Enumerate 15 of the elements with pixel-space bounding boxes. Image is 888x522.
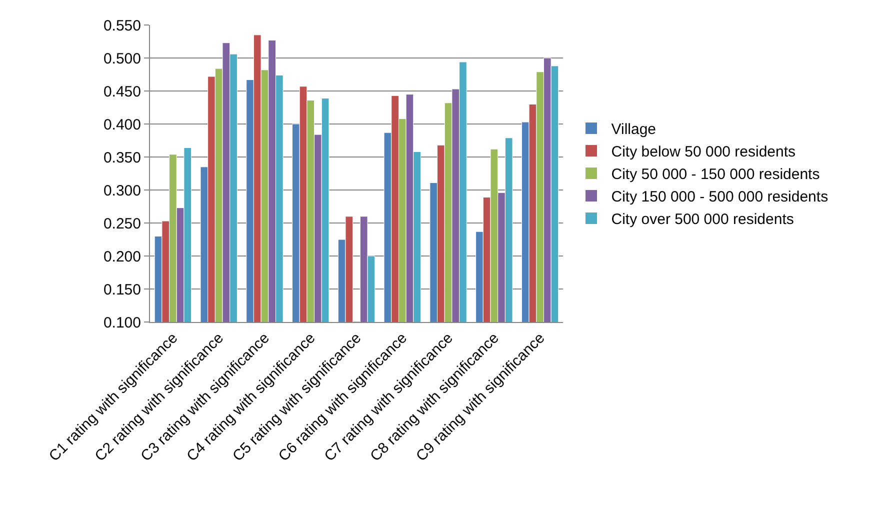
legend-label: City 150 000 - 500 000 residents xyxy=(611,188,828,206)
y-tick-label: 0.250 xyxy=(103,215,141,232)
y-tick-label: 0.200 xyxy=(103,248,141,266)
y-tick-label: 0.100 xyxy=(103,314,141,332)
y-tick-label: 0.450 xyxy=(103,83,141,100)
legend-label: City below 50 000 residents xyxy=(611,144,796,161)
legend-label: Village xyxy=(611,121,656,138)
legend-label: City over 500 000 residents xyxy=(611,211,794,228)
legend-label: City 50 000 - 150 000 residents xyxy=(611,166,820,184)
y-tick-label: 0.300 xyxy=(103,182,141,200)
y-tick-label: 0.550 xyxy=(103,17,141,34)
y-tick-label: 0.400 xyxy=(103,116,141,134)
y-tick-label: 0.150 xyxy=(103,281,141,298)
y-tick-label: 0.350 xyxy=(103,149,141,166)
y-tick-label: 0.500 xyxy=(103,50,141,68)
